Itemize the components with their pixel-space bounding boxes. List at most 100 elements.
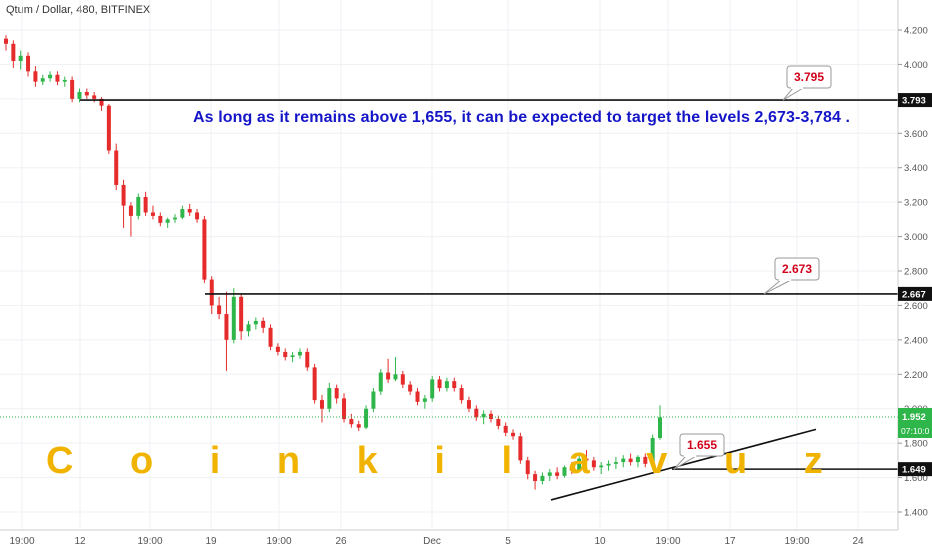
candle-body bbox=[319, 400, 324, 409]
candle-body bbox=[628, 458, 633, 463]
candle-body bbox=[136, 196, 141, 216]
y-tick-label: 1.400 bbox=[904, 508, 928, 519]
candle-body bbox=[437, 379, 442, 389]
candle-body bbox=[18, 55, 23, 61]
y-tick-label: 1.600 bbox=[904, 473, 928, 484]
y-tick-label: 3.200 bbox=[904, 198, 928, 209]
candle-body bbox=[224, 314, 229, 340]
candle-body bbox=[415, 391, 420, 402]
countdown-label: 07:10:0 bbox=[901, 426, 930, 436]
y-tick-label: 2.600 bbox=[904, 301, 928, 312]
callout-label: 2.673 bbox=[782, 262, 812, 276]
x-tick-label: 19:00 bbox=[137, 536, 162, 547]
y-tick-label: 4.000 bbox=[904, 60, 928, 71]
candle-body bbox=[150, 212, 155, 216]
callout-pointer bbox=[782, 87, 805, 101]
candle-body bbox=[4, 38, 8, 44]
candle-body bbox=[496, 419, 501, 426]
y-tick-label: 1.800 bbox=[904, 439, 928, 450]
candle-body bbox=[584, 458, 589, 461]
candle-body bbox=[187, 209, 192, 213]
candle-body bbox=[173, 217, 178, 220]
candle-body bbox=[106, 105, 111, 151]
candle-body bbox=[261, 320, 266, 328]
y-tick-label: 4.200 bbox=[904, 26, 928, 37]
candle-body bbox=[297, 351, 302, 356]
x-tick-label: 19:00 bbox=[784, 536, 809, 547]
candle-body bbox=[202, 219, 207, 280]
candle-body bbox=[290, 355, 295, 358]
candle-body bbox=[422, 398, 427, 402]
candle-body bbox=[128, 205, 133, 216]
callout-box bbox=[774, 257, 820, 281]
candle-body bbox=[334, 388, 339, 399]
y-tick-label: 2.800 bbox=[904, 267, 928, 278]
candle-body bbox=[481, 413, 486, 418]
candle-body bbox=[40, 78, 45, 82]
x-tick-label: 12 bbox=[74, 536, 86, 547]
candle-body bbox=[143, 196, 148, 213]
candle-body bbox=[209, 279, 214, 306]
candle-body bbox=[231, 296, 236, 340]
candle-body bbox=[562, 467, 567, 476]
candle-body bbox=[283, 351, 288, 358]
y-tick-label: 2.400 bbox=[904, 335, 928, 346]
candle-body bbox=[84, 91, 89, 96]
candle-body bbox=[444, 381, 449, 389]
candle-body bbox=[547, 472, 552, 476]
x-tick-label: 5 bbox=[505, 536, 511, 547]
y-tick-label: 3.400 bbox=[904, 163, 928, 174]
callout-joint bbox=[791, 87, 803, 89]
candle-body bbox=[555, 472, 560, 476]
candle-body bbox=[386, 372, 391, 380]
current-price-label: 1.952 bbox=[902, 412, 926, 423]
candle-body bbox=[70, 79, 75, 99]
candle-body bbox=[569, 467, 574, 471]
price-axis bbox=[898, 0, 932, 550]
candle-body bbox=[349, 419, 354, 425]
y-tick-label: 3.000 bbox=[904, 232, 928, 243]
candle-body bbox=[643, 456, 648, 464]
x-tick-label: 10 bbox=[594, 536, 606, 547]
x-tick-label: 19:00 bbox=[9, 536, 34, 547]
analysis-annotation: As long as it remains above 1,655, it ca… bbox=[193, 109, 851, 126]
callout-joint bbox=[684, 455, 696, 457]
price-tag bbox=[898, 462, 932, 477]
candle-body bbox=[55, 74, 60, 82]
candle-body bbox=[99, 98, 104, 106]
price-tag bbox=[898, 93, 932, 108]
candle-body bbox=[466, 400, 471, 409]
candle-body bbox=[599, 465, 604, 468]
candle-body bbox=[158, 215, 163, 223]
callout-box bbox=[679, 433, 725, 457]
candle-body bbox=[613, 462, 618, 464]
candle-body bbox=[577, 458, 582, 471]
candle-body bbox=[180, 209, 185, 218]
candle-body bbox=[658, 417, 662, 438]
candle-body bbox=[452, 381, 457, 389]
candle-body bbox=[246, 324, 251, 332]
x-tick-label: 24 bbox=[852, 536, 864, 547]
candle-body bbox=[33, 71, 38, 82]
candle-body bbox=[356, 424, 361, 428]
candle-body bbox=[533, 474, 538, 482]
price-tag-label: 1.649 bbox=[902, 465, 926, 476]
candle-body bbox=[239, 296, 244, 332]
candle-body bbox=[525, 460, 530, 475]
candle-body bbox=[459, 388, 464, 401]
candle-body bbox=[591, 460, 596, 468]
price-tag bbox=[898, 286, 932, 301]
candle-body bbox=[635, 456, 640, 463]
candle-body bbox=[77, 91, 82, 99]
candle-body bbox=[393, 374, 398, 380]
candle-body bbox=[540, 475, 545, 482]
candle-body bbox=[621, 458, 626, 463]
candle-body bbox=[371, 391, 376, 409]
candle-body bbox=[268, 327, 273, 347]
x-tick-label: 19:00 bbox=[655, 536, 680, 547]
candle-body bbox=[312, 367, 317, 401]
y-tick-label: 3.600 bbox=[904, 129, 928, 140]
price-tag-label: 2.667 bbox=[902, 289, 926, 300]
